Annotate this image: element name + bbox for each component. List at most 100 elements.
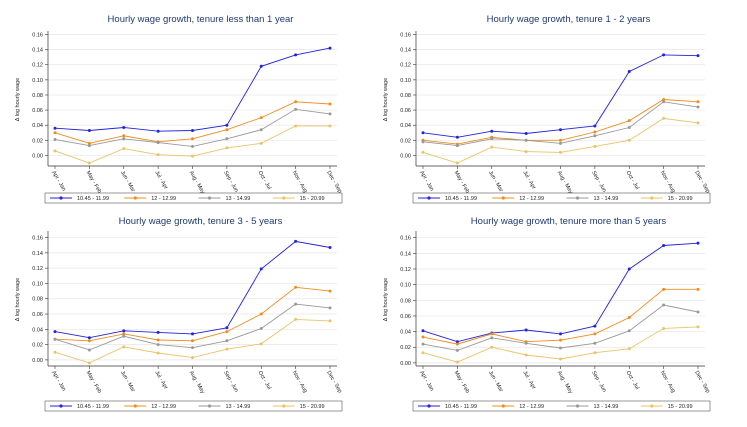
legend-label: 10.45 - 11.99: [445, 404, 477, 410]
x-tick-label: Apr - Jan: [50, 170, 66, 192]
data-point: [191, 356, 194, 360]
data-point: [421, 329, 425, 333]
y-tick-label: 0.10: [400, 283, 411, 289]
data-point: [627, 138, 631, 142]
chart-panel-1: Hourly wage growth, tenure less than 1 y…: [15, 14, 343, 204]
data-point: [191, 332, 194, 336]
x-tick-label: Aug - May: [188, 370, 206, 395]
data-point: [87, 361, 91, 365]
x-tick-label: Apr - Jan: [50, 370, 66, 392]
data-point: [191, 128, 194, 132]
y-tick-label: 0.12: [400, 267, 411, 273]
data-point: [191, 154, 194, 158]
data-point: [87, 161, 91, 165]
y-tick-label: 0.02: [32, 138, 43, 144]
legend-swatch-marker: [282, 196, 286, 200]
legend-label: 13 - 14.99: [226, 404, 251, 410]
data-point: [259, 141, 263, 145]
y-tick-label: 0.06: [400, 108, 411, 114]
y-tick-label: 0.04: [32, 327, 43, 333]
data-point: [559, 128, 562, 132]
data-point: [53, 131, 57, 135]
y-tick-label: 0.04: [32, 123, 43, 129]
series-line-3: [54, 303, 331, 351]
x-tick-label: Nov - Aug: [659, 370, 676, 394]
data-point: [294, 317, 298, 321]
legend-label: 13 - 14.99: [594, 404, 619, 410]
data-point: [627, 119, 631, 123]
legend-label: 12 - 12.99: [151, 196, 176, 202]
data-point: [122, 329, 126, 333]
series-line-1: [54, 240, 331, 339]
y-tick-label: 0.06: [32, 108, 43, 114]
data-point: [294, 53, 298, 57]
legend-swatch-marker: [59, 404, 63, 408]
data-point: [559, 138, 562, 142]
data-point: [53, 337, 57, 341]
y-tick-label: 0.06: [400, 314, 411, 320]
y-tick-label: 0.14: [32, 48, 43, 54]
series-line-2: [422, 288, 698, 345]
data-point: [122, 137, 126, 141]
x-tick-label: Nov - Aug: [291, 170, 308, 194]
data-point: [559, 338, 562, 342]
data-point: [421, 131, 425, 135]
y-tick-label: 0.02: [32, 343, 43, 349]
chart-title: Hourly wage growth, tenure less than 1 y…: [108, 14, 294, 25]
y-tick-label: 0.08: [32, 93, 43, 99]
data-point: [593, 134, 597, 138]
data-point: [328, 112, 332, 116]
x-tick-label: Dec - Sep: [325, 370, 342, 394]
y-tick-label: 0.12: [32, 63, 43, 69]
data-point: [593, 130, 597, 134]
legend-label: 13 - 14.99: [594, 196, 619, 202]
legend-swatch-marker: [650, 404, 654, 408]
data-point: [490, 145, 494, 149]
data-point: [122, 125, 126, 129]
data-point: [156, 343, 160, 347]
data-point: [156, 351, 160, 355]
y-tick-label: 0.08: [400, 298, 411, 304]
x-tick-label: Jun - Mar: [487, 370, 504, 393]
legend-label: 10.45 - 11.99: [77, 196, 109, 202]
data-point: [696, 325, 700, 329]
data-point: [455, 161, 459, 165]
data-point: [490, 137, 494, 141]
data-point: [259, 327, 263, 331]
data-point: [421, 351, 425, 355]
data-point: [87, 336, 91, 340]
x-tick-label: Jun - Mar: [119, 170, 136, 193]
data-point: [524, 138, 528, 142]
data-point: [696, 287, 700, 291]
data-point: [455, 144, 459, 148]
series-line-3: [54, 108, 331, 147]
y-tick-label: 0.14: [32, 251, 43, 257]
data-point: [627, 315, 631, 319]
y-tick-label: 0.06: [32, 312, 43, 318]
data-point: [259, 64, 263, 68]
data-point: [490, 345, 494, 349]
data-point: [225, 146, 229, 150]
data-point: [191, 339, 194, 343]
data-point: [259, 267, 263, 271]
data-point: [421, 140, 425, 144]
legend-swatch-marker: [133, 196, 137, 200]
data-point: [122, 332, 126, 336]
legend-swatch-marker: [207, 404, 212, 408]
series-line-4: [422, 326, 699, 363]
y-tick-label: 0.12: [32, 266, 43, 272]
x-tick-label: Sep - Jun: [590, 170, 607, 193]
data-point: [455, 360, 459, 364]
y-tick-label: 0.16: [400, 236, 411, 242]
legend-label: 15 - 20.99: [668, 404, 693, 410]
x-tick-label: Aug - May: [556, 370, 574, 395]
data-point: [593, 324, 597, 328]
x-tick-label: Apr - Jan: [418, 370, 434, 392]
data-point: [294, 285, 298, 289]
legend-label: 10.45 - 11.99: [445, 196, 477, 202]
x-tick-label: Oct - Jul: [625, 170, 640, 191]
data-point: [259, 116, 263, 120]
series-line-3: [422, 304, 699, 351]
legend-box: [44, 400, 343, 412]
data-point: [696, 54, 700, 58]
